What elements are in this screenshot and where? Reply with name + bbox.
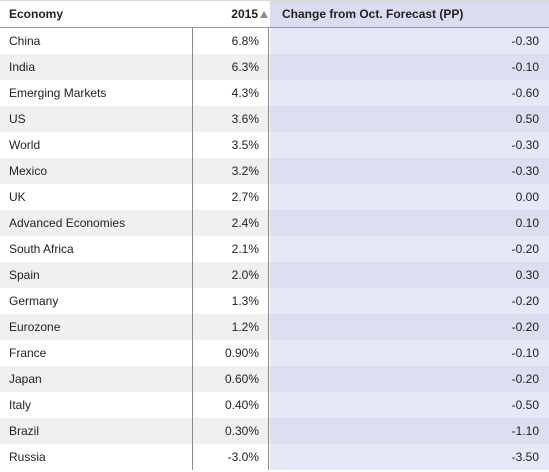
cell-change: 0.10 [270,210,549,236]
table-row: Russia -3.0% -3.50 [0,444,549,470]
cell-2015: 6.3% [192,54,269,80]
cell-change: -0.30 [270,28,549,54]
cell-economy: Japan [9,372,42,386]
cell-economy: Brazil [9,424,40,438]
cell-change: -0.20 [270,236,549,262]
cell-2015: -3.0% [192,444,269,470]
sort-ascending-icon [260,11,268,18]
cell-economy: Germany [9,294,59,308]
table-row: Brazil 0.30% -1.10 [0,418,549,444]
cell-economy: India [9,60,36,74]
cell-economy: World [9,138,41,152]
cell-economy: Spain [9,268,40,282]
table-row: US 3.6% 0.50 [0,106,549,132]
cell-change: 0.50 [270,106,549,132]
cell-economy: Russia [9,450,46,464]
cell-2015: 2.4% [192,210,269,236]
column-header-change[interactable]: Change from Oct. Forecast (PP) [270,1,549,27]
cell-economy: US [9,112,26,126]
cell-economy: Italy [9,398,32,412]
column-header-economy-label: Economy [9,7,64,21]
table-row: Advanced Economies 2.4% 0.10 [0,210,549,236]
table-header: Economy 2015 Change from Oct. Forecast (… [0,0,549,28]
table-row: Spain 2.0% 0.30 [0,262,549,288]
cell-2015: 2.1% [192,236,269,262]
cell-change: -0.20 [270,314,549,340]
column-header-2015-label: 2015 [231,7,258,21]
cell-2015: 3.2% [192,158,269,184]
table-body: China 6.8% -0.30 India 6.3% -0.10 Emerging Mar… [0,28,549,470]
table-row: World 3.5% -0.30 [0,132,549,158]
cell-change: 0.30 [270,262,549,288]
cell-economy: Mexico [9,164,48,178]
cell-2015: 3.6% [192,106,269,132]
table-row: Mexico 3.2% -0.30 [0,158,549,184]
cell-economy: Eurozone [9,320,61,334]
table-row: France 0.90% -0.10 [0,340,549,366]
cell-2015: 1.2% [192,314,269,340]
cell-economy: Advanced Economies [9,216,126,230]
cell-economy: France [9,346,47,360]
cell-2015: 0.40% [192,392,269,418]
cell-change: -1.10 [270,418,549,444]
cell-change: -0.10 [270,340,549,366]
cell-economy: UK [9,190,26,204]
cell-2015: 0.90% [192,340,269,366]
cell-change: -0.20 [270,366,549,392]
table-row: South Africa 2.1% -0.20 [0,236,549,262]
cell-2015: 4.3% [192,80,269,106]
cell-change: -0.10 [270,54,549,80]
cell-2015: 2.7% [192,184,269,210]
table-row: China 6.8% -0.30 [0,28,549,54]
table-row: Eurozone 1.2% -0.20 [0,314,549,340]
table-row: UK 2.7% 0.00 [0,184,549,210]
table-row: Germany 1.3% -0.20 [0,288,549,314]
cell-2015: 0.30% [192,418,269,444]
cell-economy: China [9,34,41,48]
cell-2015: 3.5% [192,132,269,158]
cell-2015: 6.8% [192,28,269,54]
table-row: India 6.3% -0.10 [0,54,549,80]
table-row: Emerging Markets 4.3% -0.60 [0,80,549,106]
table-row: Japan 0.60% -0.20 [0,366,549,392]
cell-change: -3.50 [270,444,549,470]
column-header-change-label: Change from Oct. Forecast (PP) [282,7,464,21]
cell-change: -0.30 [270,158,549,184]
cell-change: -0.20 [270,288,549,314]
cell-change: -0.60 [270,80,549,106]
column-header-economy[interactable]: Economy [9,7,63,21]
table-row: Italy 0.40% -0.50 [0,392,549,418]
cell-2015: 0.60% [192,366,269,392]
cell-economy: South Africa [9,242,74,256]
cell-economy: Emerging Markets [9,86,107,100]
cell-change: 0.00 [270,184,549,210]
column-header-2015[interactable]: 2015 [193,7,268,21]
cell-change: -0.50 [270,392,549,418]
cell-2015: 2.0% [192,262,269,288]
cell-change: -0.30 [270,132,549,158]
cell-2015: 1.3% [192,288,269,314]
